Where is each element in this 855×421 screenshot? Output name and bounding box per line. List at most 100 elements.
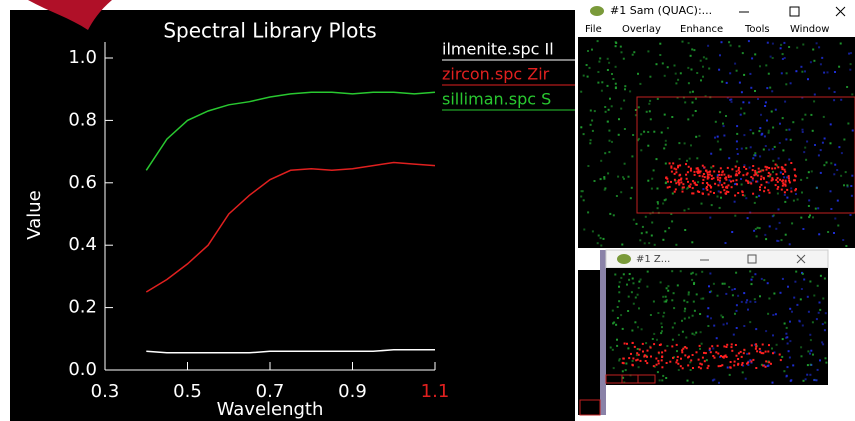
x-tick-label: 1.1 bbox=[421, 381, 450, 402]
pixel bbox=[754, 347, 757, 350]
pixel bbox=[780, 239, 783, 242]
pixel bbox=[696, 167, 699, 170]
pixel bbox=[684, 354, 687, 357]
pixel bbox=[695, 184, 698, 186]
pixel bbox=[685, 347, 688, 350]
pixel bbox=[764, 350, 767, 353]
pixel bbox=[737, 294, 740, 297]
pixel bbox=[736, 160, 739, 163]
menu-item[interactable]: Enhance bbox=[680, 24, 723, 35]
pixel bbox=[722, 356, 725, 358]
pixel bbox=[695, 331, 698, 334]
pixel bbox=[661, 355, 664, 358]
pixel bbox=[647, 131, 650, 133]
decoration bbox=[28, 0, 112, 30]
pixel bbox=[701, 182, 704, 185]
pixel bbox=[743, 164, 746, 167]
pixel bbox=[822, 343, 825, 346]
pixel bbox=[756, 180, 759, 183]
x-tick-label: 0.5 bbox=[173, 381, 202, 402]
pixel bbox=[807, 350, 810, 353]
pixel bbox=[600, 89, 603, 92]
pixel bbox=[806, 373, 809, 376]
maximize-button[interactable] bbox=[747, 254, 757, 264]
pixel bbox=[817, 154, 820, 157]
pixel bbox=[804, 70, 806, 73]
pixel bbox=[767, 189, 770, 192]
pixel bbox=[789, 340, 792, 343]
pixel bbox=[780, 72, 783, 75]
pixel bbox=[774, 313, 777, 316]
pixel bbox=[696, 190, 699, 193]
pixel bbox=[758, 130, 761, 133]
pixel bbox=[725, 185, 728, 188]
pixel bbox=[807, 171, 810, 174]
pixel bbox=[673, 167, 676, 170]
pixel bbox=[745, 173, 748, 176]
pixel bbox=[771, 381, 774, 384]
pixel bbox=[597, 234, 600, 237]
pixel bbox=[755, 180, 758, 183]
pixel bbox=[614, 65, 617, 68]
pixel bbox=[765, 168, 768, 171]
pixel bbox=[603, 176, 606, 179]
pixel bbox=[723, 189, 726, 192]
pixel bbox=[781, 338, 784, 341]
pixel bbox=[661, 351, 664, 354]
pixel bbox=[792, 364, 795, 367]
pixel bbox=[620, 51, 623, 54]
pixel bbox=[795, 188, 797, 191]
pixel bbox=[589, 142, 592, 145]
pixel bbox=[771, 347, 773, 350]
pixel bbox=[708, 170, 711, 173]
pixel bbox=[754, 273, 757, 276]
close-button[interactable] bbox=[796, 254, 806, 264]
pixel bbox=[625, 362, 628, 365]
pixel bbox=[634, 296, 637, 299]
pixel bbox=[750, 361, 753, 364]
pixel bbox=[606, 84, 609, 87]
pixel bbox=[730, 346, 733, 349]
pixel bbox=[680, 177, 683, 180]
menu-item[interactable]: Window bbox=[790, 24, 829, 35]
pixel bbox=[660, 359, 663, 362]
zoom-box bbox=[636, 96, 855, 214]
close-button[interactable] bbox=[835, 6, 846, 17]
pixel bbox=[714, 136, 716, 139]
pixel bbox=[754, 152, 757, 155]
pixel bbox=[622, 273, 625, 276]
pixel bbox=[593, 110, 596, 113]
menu-item[interactable]: Tools bbox=[744, 24, 770, 35]
pixel bbox=[690, 144, 692, 147]
pixel bbox=[716, 135, 719, 138]
pixel bbox=[749, 321, 752, 324]
pixel bbox=[691, 114, 694, 117]
pixel bbox=[601, 81, 604, 84]
legend-label: zircon.spc Zir bbox=[442, 65, 550, 84]
pixel bbox=[662, 374, 665, 377]
pixel bbox=[674, 72, 677, 75]
pixel bbox=[814, 144, 816, 146]
pixel bbox=[690, 359, 693, 362]
scroll-bar bbox=[600, 250, 606, 415]
pixel bbox=[763, 190, 766, 193]
pixel bbox=[799, 298, 802, 301]
pixel bbox=[676, 359, 679, 362]
pixel bbox=[633, 51, 636, 54]
pixel bbox=[806, 364, 809, 367]
pixel bbox=[720, 183, 723, 186]
pixel bbox=[752, 165, 755, 167]
pixel bbox=[767, 181, 770, 184]
pixel bbox=[756, 350, 759, 353]
pixel bbox=[779, 122, 781, 125]
pixel bbox=[811, 321, 814, 324]
menu-item[interactable]: Overlay bbox=[622, 24, 661, 35]
pixel bbox=[728, 41, 731, 44]
menu-item[interactable]: File bbox=[585, 24, 602, 35]
pixel bbox=[643, 354, 646, 357]
pixel bbox=[733, 200, 736, 203]
pixel bbox=[624, 369, 627, 372]
maximize-button[interactable] bbox=[789, 6, 800, 17]
pixel bbox=[735, 271, 738, 274]
pixel bbox=[667, 285, 670, 288]
